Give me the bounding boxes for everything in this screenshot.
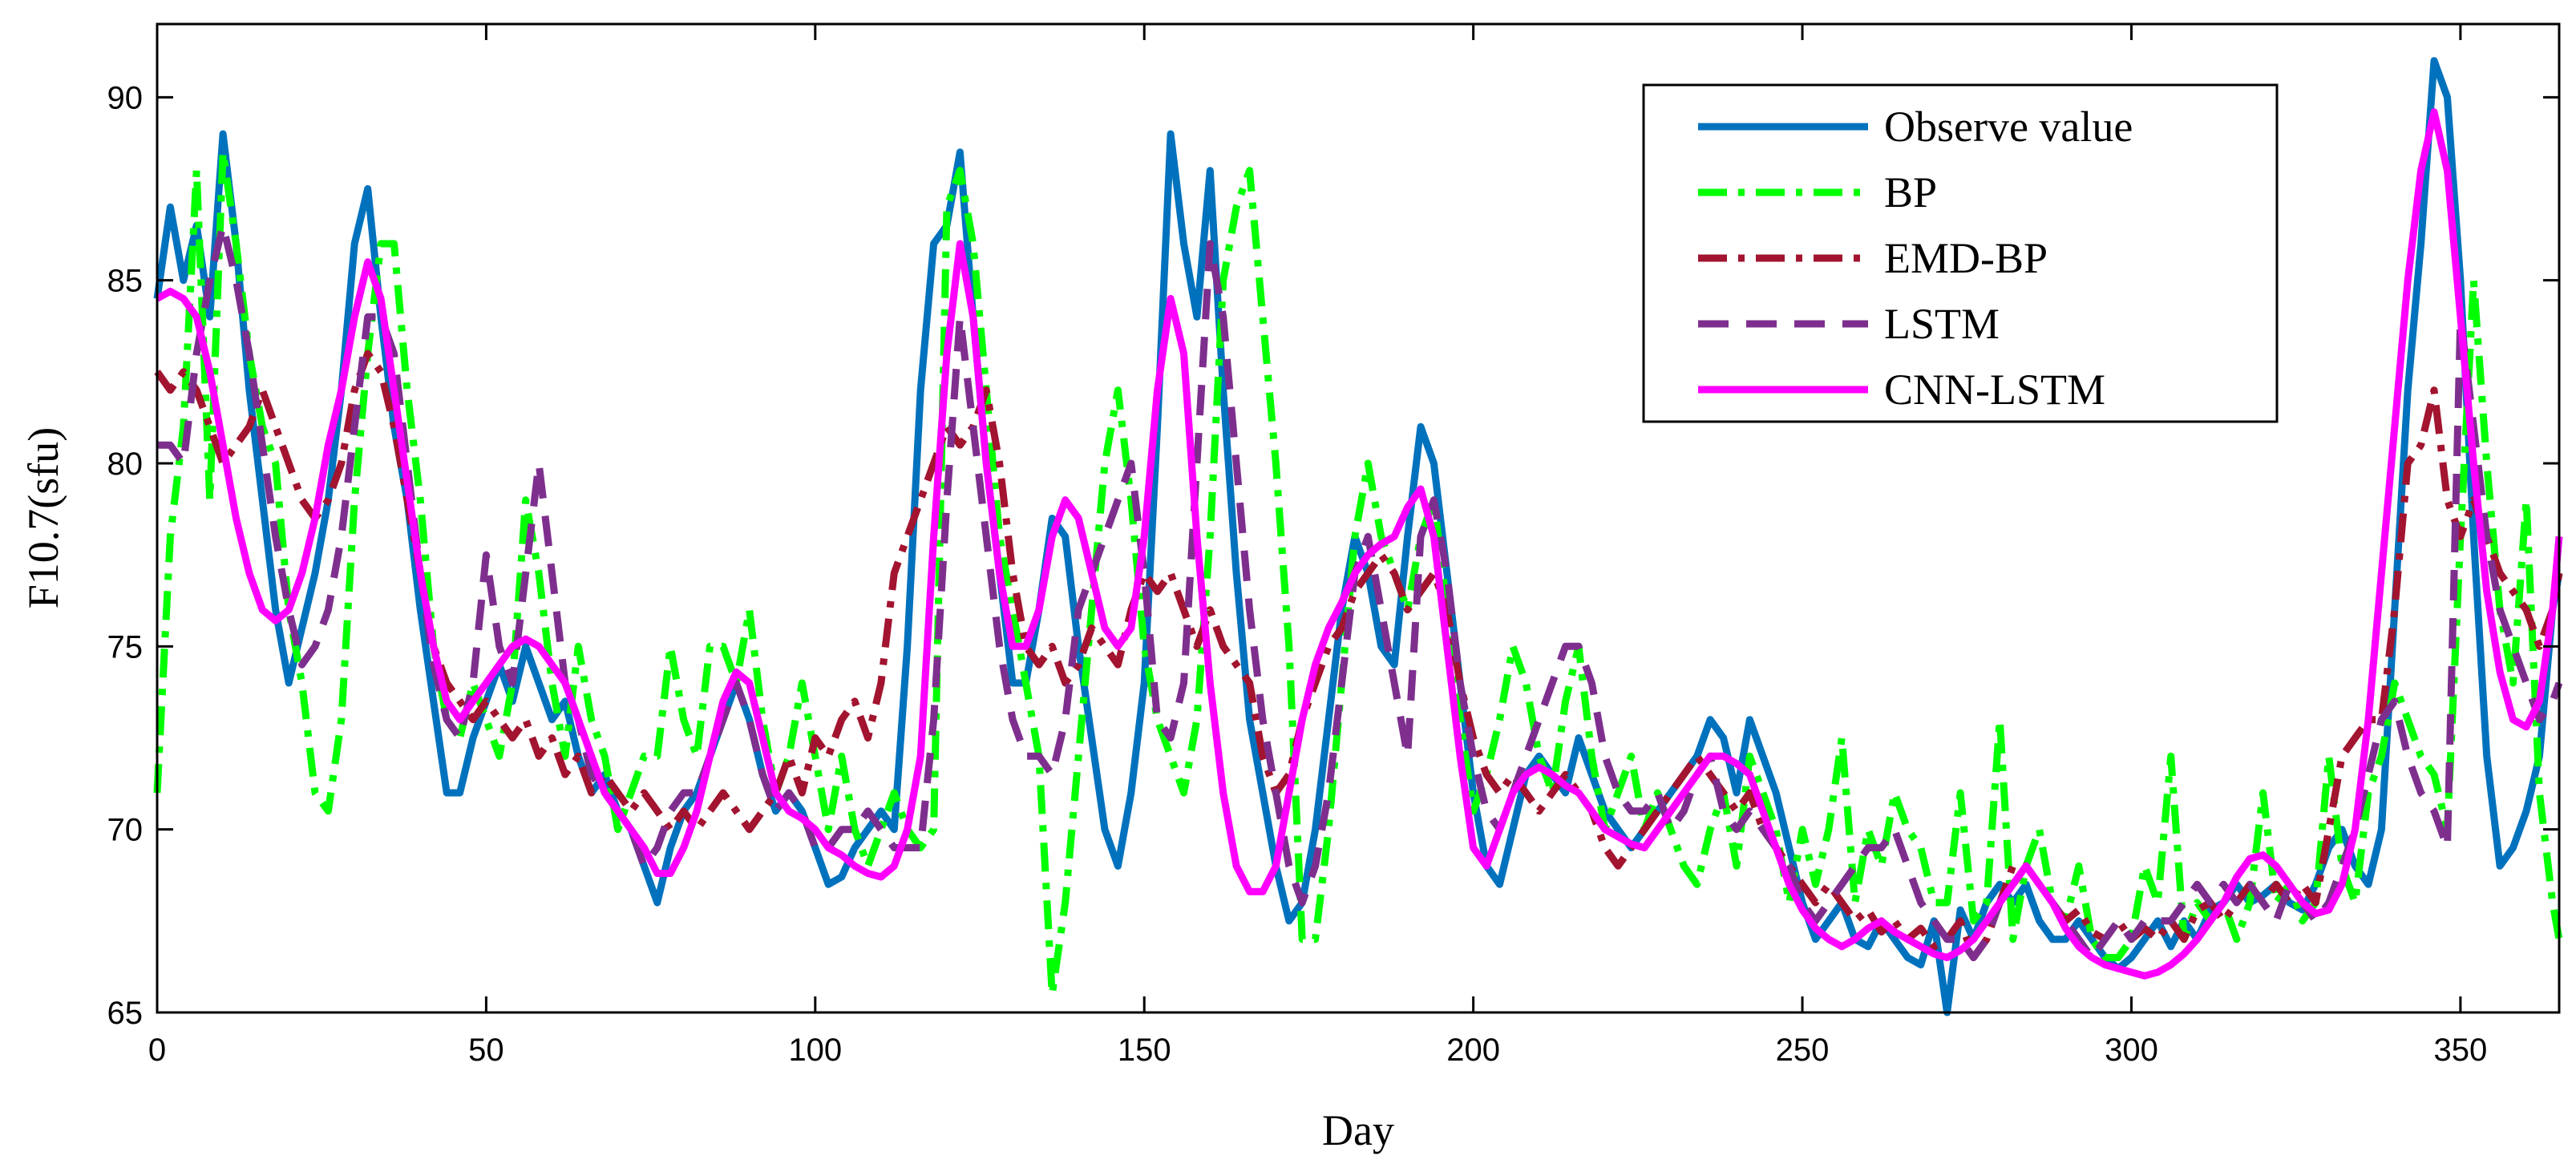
legend-label-lstm: LSTM	[1884, 300, 2000, 348]
plot-lines	[153, 57, 2563, 1016]
y-axis-label: F10.7(sfu)	[19, 427, 67, 609]
series-line-bp	[153, 148, 2563, 998]
series-line-lstm	[157, 221, 2563, 961]
x-axis-label: Day	[1322, 1106, 1394, 1154]
x-tick-label: 300	[2105, 1033, 2158, 1068]
y-tick-label: 70	[107, 813, 144, 848]
plot-frame	[156, 22, 2561, 1014]
legend-label-observe-value: Observe value	[1884, 103, 2133, 151]
x-axis: 0 50 100 150 200 250 300 350	[148, 24, 2487, 1068]
legend-label-emd-bp: EMD-BP	[1884, 234, 2048, 282]
x-tick-label: 50	[468, 1033, 504, 1068]
x-tick-label: 150	[1118, 1033, 1171, 1068]
series-line-cnn-lstm	[155, 108, 2563, 980]
y-tick-label: 80	[107, 447, 144, 482]
x-tick-label: 200	[1446, 1033, 1500, 1068]
series-line-emd-bp	[154, 350, 2563, 961]
legend-box	[1642, 83, 2279, 423]
x-tick-label: 100	[788, 1033, 842, 1068]
legend-label-bp: BP	[1884, 168, 1937, 216]
y-tick-label: 90	[107, 80, 144, 115]
x-tick-label: 0	[148, 1033, 166, 1068]
legend-label-cnn-lstm: CNN-LSTM	[1884, 366, 2105, 414]
x-tick-label: 350	[2434, 1033, 2488, 1068]
x-tick-label: 250	[1776, 1033, 1830, 1068]
y-tick-label: 75	[107, 629, 144, 665]
y-tick-label: 85	[107, 264, 144, 299]
y-axis: 65 70 75 80 85 90	[107, 80, 2559, 1031]
y-tick-label: 65	[107, 996, 144, 1031]
legend: Observe value BP EMD-BP LSTM CNN-LSTM	[1642, 83, 2279, 423]
